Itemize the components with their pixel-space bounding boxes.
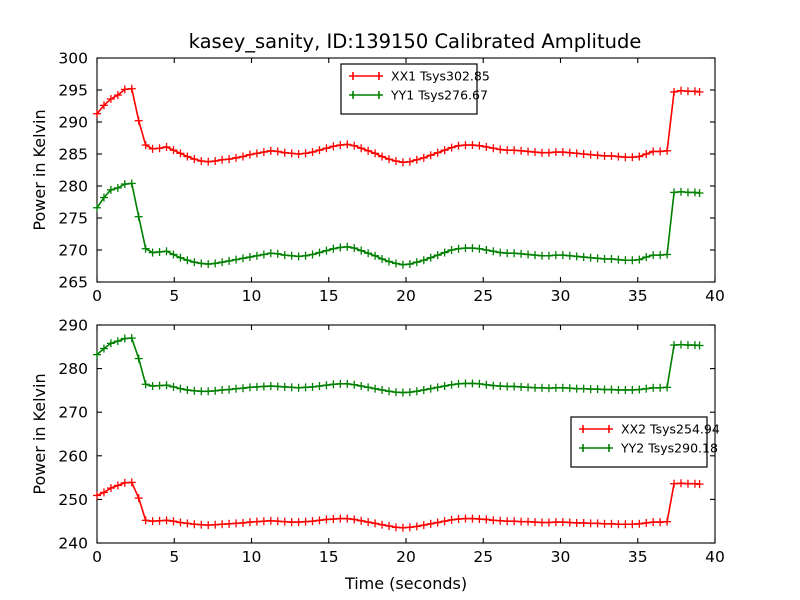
y-tick-label: 270 [58,242,88,260]
legend-label: YY2 Tsys290.18 [620,441,718,456]
series-markers-yy1 [93,179,704,269]
series-markers-xx2 [93,478,704,532]
y-tick-label: 295 [58,82,88,100]
y-tick-label: 260 [58,447,88,465]
y-tick-label: 270 [58,404,88,422]
x-tick-label: 35 [628,548,648,566]
legend-swatch-yy1 [349,91,383,99]
x-tick-label: 30 [551,287,571,305]
x-tick-label: 15 [319,287,339,305]
x-tick-label: 40 [705,548,725,566]
x-tick-label: 20 [396,548,416,566]
x-tick-label: 10 [242,548,262,566]
legend-bottom[interactable]: XX2 Tsys254.94 YY2 Tsys290.18 [570,416,720,468]
x-tick-label: 30 [551,548,571,566]
x-tick-label: 15 [319,548,339,566]
y-tick-label: 285 [58,146,88,164]
series-markers-yy2 [93,334,704,397]
legend-label: XX1 Tsys302.85 [391,69,490,84]
legend-top[interactable]: XX1 Tsys302.85 YY1 Tsys276.67 [340,63,490,115]
legend-swatch-xx1 [349,72,383,80]
panel-bottom: 0 5 10 15 20 25 30 35 40 240 250 260 270 280 290 Power … [30,317,725,594]
y-tick-label: 240 [58,535,88,553]
legend-swatch-yy2 [579,444,613,452]
series-markers-xx1 [93,84,704,167]
legend-swatch-xx2 [579,425,613,433]
x-tick-label: 20 [396,287,416,305]
y-tick-label: 290 [58,114,88,132]
x-tick-label: 5 [169,548,179,566]
x-tick-label: 0 [92,548,102,566]
panel-top: 0 5 10 15 20 25 30 35 40 265 270 275 280 285 290 295 300… [30,50,725,306]
page-title: kasey_sanity, ID:139150 Calibrated Ampli… [189,30,642,53]
y-tick-label: 280 [58,178,88,196]
y-tick-label: 300 [58,50,88,68]
y-tick-label: 275 [58,210,88,228]
x-tick-label: 0 [92,287,102,305]
y-axis-label-bottom: Power in Kelvin [30,373,49,494]
y-tick-label: 280 [58,360,88,378]
y-tick-label: 265 [58,274,88,292]
y-tick-label: 290 [58,317,88,335]
x-tick-label: 40 [705,287,725,305]
y-tick-label: 250 [58,491,88,509]
x-tick-label: 5 [169,287,179,305]
x-axis-label-bottom: Time (seconds) [344,574,467,593]
legend-label: YY1 Tsys276.67 [390,88,488,103]
legend-label: XX2 Tsys254.94 [621,422,720,437]
legend-box-top [340,63,478,115]
x-tick-label: 10 [242,287,262,305]
x-tick-label: 25 [473,287,493,305]
x-tick-label: 35 [628,287,648,305]
legend-box-bottom [570,416,708,468]
y-axis-label-top: Power in Kelvin [30,109,49,230]
x-tick-label: 25 [473,548,493,566]
